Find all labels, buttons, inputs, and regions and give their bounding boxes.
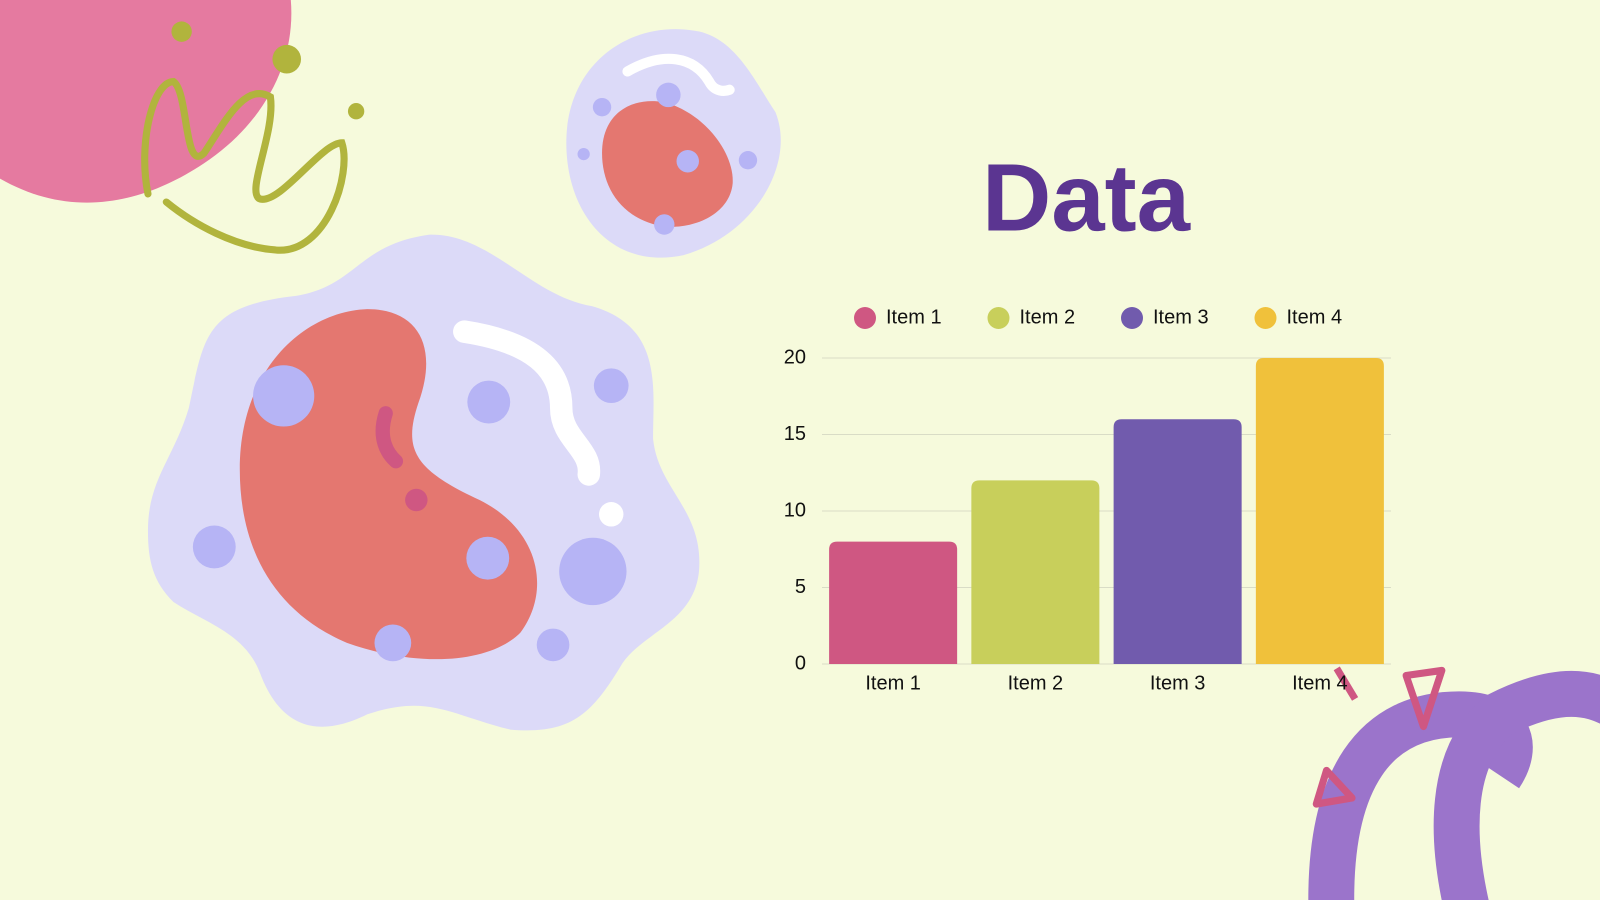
y-tick-label: 0 [795, 652, 806, 674]
small-strand [622, 53, 735, 96]
chart-title: Data [982, 144, 1191, 251]
large-strand [453, 320, 601, 486]
x-tick-label: Item 3 [1150, 672, 1206, 694]
large-granules [192, 365, 629, 662]
small-nucleus [602, 101, 733, 227]
pink-blob [0, 0, 292, 203]
bar [1113, 419, 1242, 664]
x-tick-label: Item 1 [865, 672, 921, 694]
bar [971, 480, 1100, 664]
dot [347, 103, 365, 120]
dot [171, 21, 192, 42]
y-tick-label: 10 [784, 499, 806, 521]
x-tick-label: Item 2 [1008, 672, 1064, 694]
legend-label: Item 2 [1020, 306, 1076, 328]
legend-label: Item 3 [1153, 306, 1209, 328]
dot [272, 44, 302, 74]
y-tick-label: 20 [784, 346, 806, 368]
vesicle [598, 502, 624, 527]
legend-label: Item 1 [886, 306, 942, 328]
legend-swatch [987, 307, 1010, 329]
vesicle [405, 488, 428, 512]
arrows [1312, 666, 1446, 808]
squiggle [141, 78, 348, 254]
legend-label: Item 4 [1287, 306, 1343, 328]
small-granules [577, 82, 758, 235]
y-tick-label: 15 [784, 423, 806, 445]
legend-swatch [1121, 307, 1143, 329]
x-tick-label: Item 4 [1292, 672, 1348, 694]
legend-swatch [854, 307, 876, 329]
bar [829, 541, 958, 664]
bar [1255, 358, 1384, 664]
y-tick-label: 5 [795, 576, 806, 598]
legend-swatch [1254, 307, 1277, 329]
nucleus-mark [375, 406, 404, 469]
